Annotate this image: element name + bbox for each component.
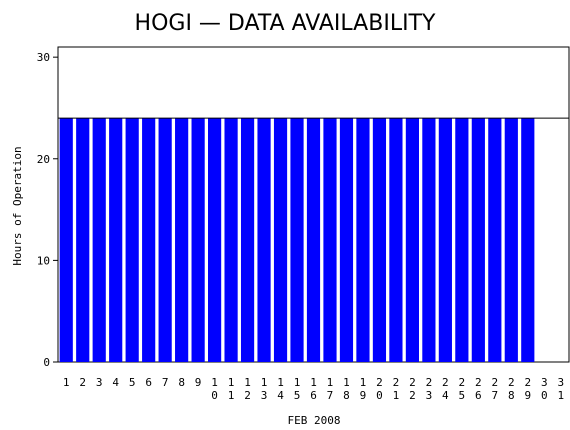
chart-title: HOGI — DATA AVAILABILITY — [135, 11, 436, 36]
x-tick-label: 4 — [112, 376, 119, 389]
y-tick-label: 0 — [43, 356, 50, 369]
bar — [471, 118, 485, 363]
bar — [191, 118, 205, 363]
bar — [175, 118, 189, 363]
bar — [109, 118, 123, 363]
x-tick-label: 1 — [63, 376, 70, 389]
bar — [76, 118, 90, 363]
x-axis-label: FEB 2008 — [288, 414, 341, 427]
bar — [488, 118, 502, 363]
x-tick-label: 9 — [195, 376, 202, 389]
bar — [158, 118, 172, 363]
bar — [438, 118, 452, 363]
bar — [323, 118, 337, 363]
bar — [339, 118, 354, 363]
x-tick-label: 7 — [162, 376, 169, 389]
bar — [389, 118, 403, 363]
bar — [504, 118, 518, 363]
bar — [290, 118, 304, 363]
bar — [92, 118, 106, 363]
x-tick-label: 3 — [96, 376, 103, 389]
bar — [125, 118, 139, 363]
bar — [257, 118, 271, 363]
y-tick-label: 30 — [37, 51, 50, 64]
x-tick-label: 2 — [79, 376, 86, 389]
x-tick-label: 8 — [178, 376, 185, 389]
bar — [405, 118, 419, 363]
bar — [521, 118, 535, 363]
bar — [59, 118, 73, 363]
bar — [422, 118, 436, 363]
bar — [208, 118, 222, 363]
bar — [455, 118, 469, 363]
bar — [372, 118, 387, 363]
x-tick-label: 5 — [129, 376, 136, 389]
bar — [240, 118, 255, 363]
x-tick-label: 6 — [145, 376, 152, 389]
y-tick-label: 10 — [37, 254, 50, 267]
y-tick-label: 20 — [37, 153, 50, 166]
bar — [224, 118, 238, 363]
bar — [306, 118, 321, 363]
bar — [273, 118, 288, 363]
bar — [142, 118, 156, 363]
y-axis-label: Hours of Operation — [11, 146, 24, 265]
bar — [356, 118, 370, 363]
